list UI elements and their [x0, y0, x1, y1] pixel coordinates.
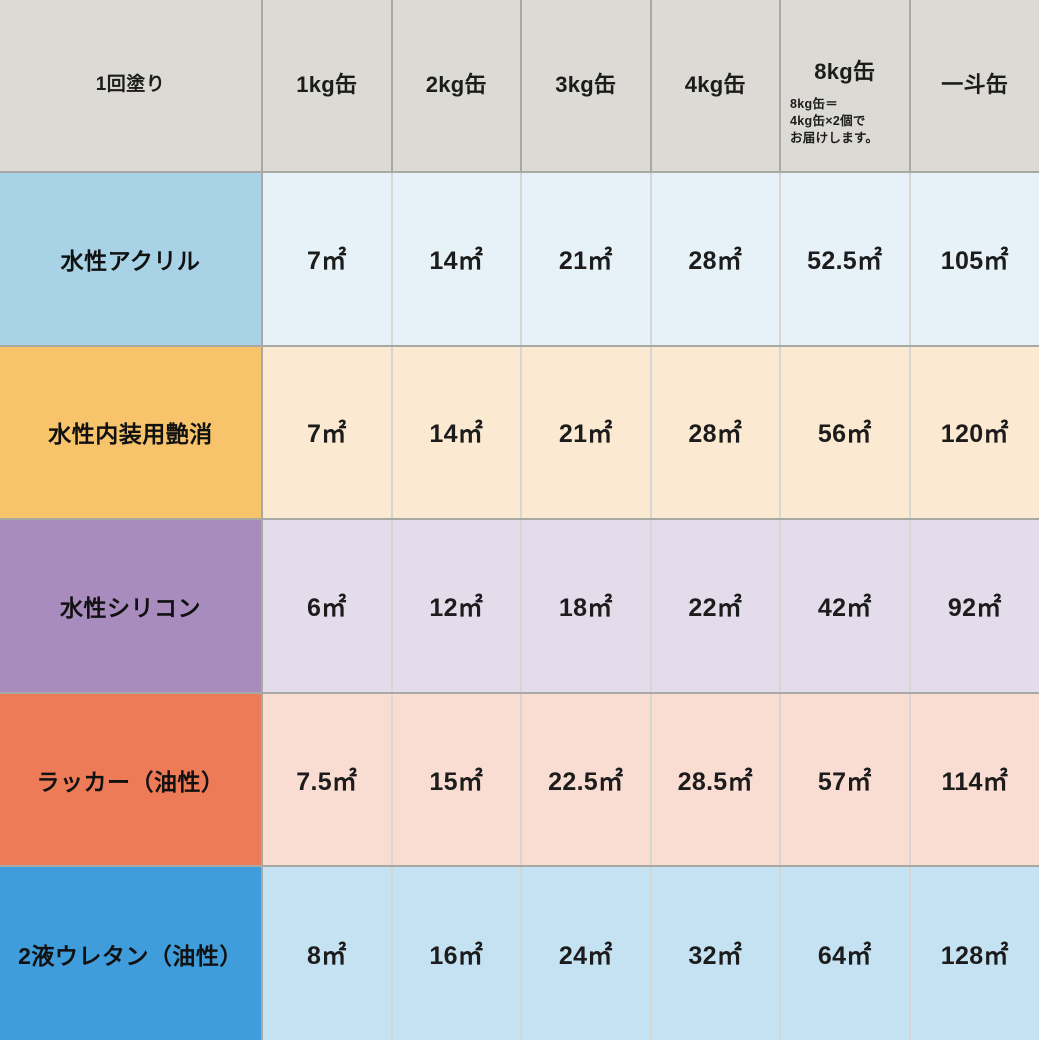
cell-acrylic-itto: 105㎡ — [910, 172, 1039, 346]
header-col-3kg: 3kg缶 — [521, 0, 651, 172]
cell-lacquer-8kg: 57㎡ — [780, 693, 910, 867]
cell-urethane-1kg: 8㎡ — [262, 866, 392, 1040]
cell-interior-matte-2kg: 14㎡ — [392, 346, 522, 520]
row-label-urethane: 2液ウレタン（油性） — [0, 866, 262, 1040]
cell-acrylic-1kg: 7㎡ — [262, 172, 392, 346]
cell-acrylic-8kg: 52.5㎡ — [780, 172, 910, 346]
cell-silicone-3kg: 18㎡ — [521, 519, 651, 693]
cell-acrylic-3kg: 21㎡ — [521, 172, 651, 346]
cell-silicone-8kg: 42㎡ — [780, 519, 910, 693]
header-col-8kg-label: 8kg缶 — [814, 60, 875, 84]
header-col-2kg-label: 2kg缶 — [426, 73, 487, 97]
header-col-itto-label: 一斗缶 — [941, 73, 1008, 97]
cell-interior-matte-3kg: 21㎡ — [521, 346, 651, 520]
table-row: 2液ウレタン（油性） 8㎡ 16㎡ 24㎡ 32㎡ 64㎡ 128㎡ — [0, 866, 1039, 1040]
cell-silicone-itto: 92㎡ — [910, 519, 1039, 693]
cell-lacquer-2kg: 15㎡ — [392, 693, 522, 867]
row-label-lacquer: ラッカー（油性） — [0, 693, 262, 867]
header-corner-label: 1回塗り — [0, 0, 262, 172]
header-row: 1回塗り 1kg缶 2kg缶 3kg缶 4kg缶 — [0, 0, 1039, 172]
cell-interior-matte-4kg: 28㎡ — [651, 346, 781, 520]
cell-urethane-2kg: 16㎡ — [392, 866, 522, 1040]
cell-interior-matte-1kg: 7㎡ — [262, 346, 392, 520]
cell-lacquer-itto: 114㎡ — [910, 693, 1039, 867]
table-row: 水性アクリル 7㎡ 14㎡ 21㎡ 28㎡ 52.5㎡ 105㎡ — [0, 172, 1039, 346]
header-col-3kg-label: 3kg缶 — [555, 73, 616, 97]
table-body: 水性アクリル 7㎡ 14㎡ 21㎡ 28㎡ 52.5㎡ 105㎡ 水性内装用艶消… — [0, 172, 1039, 1040]
cell-silicone-1kg: 6㎡ — [262, 519, 392, 693]
cell-urethane-itto: 128㎡ — [910, 866, 1039, 1040]
cell-silicone-2kg: 12㎡ — [392, 519, 522, 693]
header-col-2kg: 2kg缶 — [392, 0, 522, 172]
header-col-4kg-label: 4kg缶 — [685, 73, 746, 97]
cell-acrylic-4kg: 28㎡ — [651, 172, 781, 346]
header-col-4kg: 4kg缶 — [651, 0, 781, 172]
row-label-interior-matte: 水性内装用艶消 — [0, 346, 262, 520]
row-label-acrylic: 水性アクリル — [0, 172, 262, 346]
cell-interior-matte-8kg: 56㎡ — [780, 346, 910, 520]
header-col-8kg: 8kg缶 8kg缶＝ 4kg缶×2個で お届けします。 — [780, 0, 910, 172]
header-col-1kg: 1kg缶 — [262, 0, 392, 172]
cell-acrylic-2kg: 14㎡ — [392, 172, 522, 346]
table-row: ラッカー（油性） 7.5㎡ 15㎡ 22.5㎡ 28.5㎡ 57㎡ 114㎡ — [0, 693, 1039, 867]
table-row: 水性シリコン 6㎡ 12㎡ 18㎡ 22㎡ 42㎡ 92㎡ — [0, 519, 1039, 693]
cell-lacquer-4kg: 28.5㎡ — [651, 693, 781, 867]
header-col-1kg-label: 1kg缶 — [296, 73, 357, 97]
cell-silicone-4kg: 22㎡ — [651, 519, 781, 693]
cell-lacquer-3kg: 22.5㎡ — [521, 693, 651, 867]
cell-lacquer-1kg: 7.5㎡ — [262, 693, 392, 867]
header-col-itto: 一斗缶 — [910, 0, 1039, 172]
header-col-8kg-note: 8kg缶＝ 4kg缶×2個で お届けします。 — [781, 96, 878, 147]
row-label-silicone: 水性シリコン — [0, 519, 262, 693]
cell-urethane-8kg: 64㎡ — [780, 866, 910, 1040]
cell-urethane-3kg: 24㎡ — [521, 866, 651, 1040]
table-row: 水性内装用艶消 7㎡ 14㎡ 21㎡ 28㎡ 56㎡ 120㎡ — [0, 346, 1039, 520]
cell-urethane-4kg: 32㎡ — [651, 866, 781, 1040]
cell-interior-matte-itto: 120㎡ — [910, 346, 1039, 520]
table-header: 1回塗り 1kg缶 2kg缶 3kg缶 4kg缶 — [0, 0, 1039, 172]
corner-label-text: 1回塗り — [96, 75, 166, 96]
